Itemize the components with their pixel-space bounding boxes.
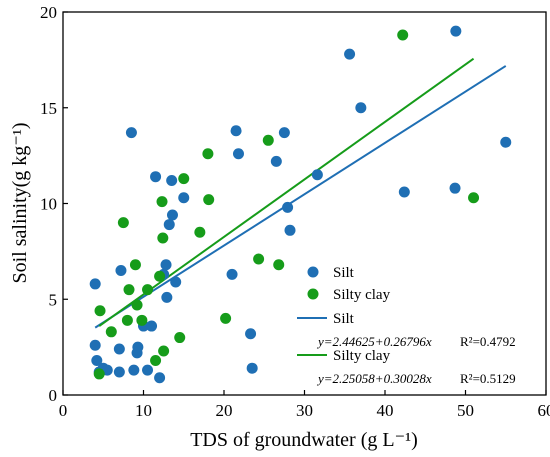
r-squared-silty-clay: R²=0.5129 [460,371,516,386]
data-point-silt [311,169,323,181]
equation-silty-clay: y=2.25058+0.30028x [316,371,432,386]
data-point-silt [284,224,296,236]
legend-marker-silty-clay [307,288,319,300]
data-point-silt [142,364,154,376]
data-point-silt [161,291,173,303]
data-point-silt [113,366,125,378]
data-point-silt [450,25,462,37]
data-point-silt [166,175,178,187]
legend-fit-label-silt: Silt [333,311,355,327]
legend: Silt Silty clay Silt y=2.44625+0.26796x … [297,265,516,386]
fit-line-silt [94,65,507,329]
data-point-silt [89,278,101,290]
data-point-silt [449,182,461,194]
data-point-silt [282,201,294,213]
data-point-silt [91,355,103,367]
data-point-silt [178,192,190,204]
data-point-silt [170,276,182,288]
x-tick-label: 20 [216,401,233,420]
data-point-silty-clay [397,29,409,41]
y-tick-label: 15 [40,99,57,118]
y-tick-label: 0 [49,386,58,405]
data-point-silty-clay [468,192,480,204]
data-points [89,25,512,384]
data-point-silt [166,209,178,221]
data-point-silt [245,328,257,340]
data-point-silty-clay [220,312,232,324]
legend-marker-silt [307,266,319,278]
x-tick-label: 30 [296,401,313,420]
y-axis-title: Soil salinity(g kg⁻¹) [9,123,31,284]
data-point-silt [226,268,238,280]
data-point-silt [355,102,367,114]
data-point-silty-clay [150,355,162,367]
fit-line-silty-clay [98,57,475,327]
data-point-silty-clay [273,259,285,271]
data-point-silty-clay [194,226,206,238]
data-point-silty-clay [142,284,154,296]
y-tick-label: 10 [40,195,57,214]
data-point-silt [125,127,137,139]
data-point-silt [128,364,140,376]
data-point-silty-clay [154,270,166,282]
equation-silt: y=2.44625+0.26796x [316,334,432,349]
data-point-silty-clay [123,284,135,296]
legend-label-silt: Silt [333,265,355,281]
data-point-silt [270,155,282,167]
data-point-silty-clay [117,217,129,229]
data-point-silt [150,171,162,183]
data-point-silty-clay [158,345,170,357]
data-point-silty-clay [105,326,117,338]
data-point-silty-clay [178,173,190,185]
y-tick-label: 5 [49,290,58,309]
x-tick-label: 50 [457,401,474,420]
data-point-silty-clay [253,253,265,265]
data-point-silty-clay [202,148,214,160]
data-point-silt [344,48,356,60]
x-axis-title: TDS of groundwater (g L⁻¹) [190,429,418,451]
legend-fit-label-silty-clay: Silty clay [333,348,391,364]
data-point-silty-clay [129,259,141,271]
data-point-silt [154,372,166,384]
data-point-silt [113,343,125,355]
data-point-silt [500,136,512,148]
data-point-silty-clay [131,299,143,311]
data-point-silty-clay [136,314,148,326]
fit-lines [94,57,507,329]
data-point-silt [146,320,158,332]
data-point-silt [160,259,172,271]
data-point-silty-clay [121,314,133,326]
axis-ticks: 0 10 20 30 40 50 60 0 5 10 15 20 [40,3,550,420]
data-point-silty-clay [156,196,168,208]
data-point-silt [115,265,127,277]
legend-label-silty-clay: Silty clay [333,287,391,303]
data-point-silty-clay [262,134,274,146]
x-tick-label: 40 [377,401,394,420]
x-tick-label: 0 [59,401,68,420]
data-point-silty-clay [94,305,106,317]
data-point-silty-clay [93,368,105,380]
data-point-silty-clay [174,332,186,344]
data-point-silt [246,362,258,374]
data-point-silt [230,125,242,137]
data-point-silt [132,341,144,353]
r-squared-silt: R²=0.4792 [460,334,516,349]
data-point-silty-clay [203,194,215,206]
data-point-silty-clay [157,232,169,244]
data-point-silt [163,219,175,231]
data-point-silt [232,148,244,160]
x-tick-label: 60 [538,401,550,420]
data-point-silt [278,127,290,139]
x-tick-label: 10 [135,401,152,420]
y-tick-label: 20 [40,3,57,22]
data-point-silt [89,339,101,351]
data-point-silt [398,186,410,198]
